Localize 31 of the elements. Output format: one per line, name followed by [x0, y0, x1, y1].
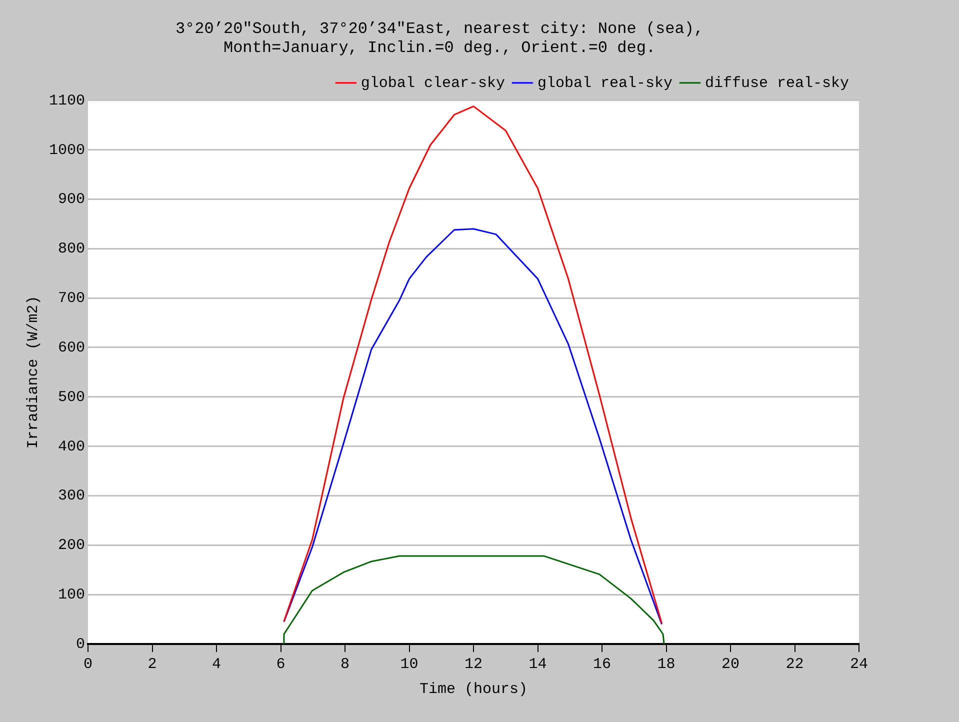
- y-tick-label: 500: [58, 388, 86, 406]
- x-tick-label: 18: [657, 656, 676, 673]
- y-tick-label: 1100: [48, 92, 86, 110]
- text: 3°20’20"South, 37°20’34"East, nearest city: None (sea),: [175, 20, 704, 38]
- legend-label: global real-sky: [537, 74, 672, 92]
- x-tick-label: 14: [528, 656, 547, 673]
- x-tick-label: 24: [850, 656, 868, 673]
- legend-label: global clear-sky: [360, 74, 505, 92]
- x-tick-label: 22: [786, 656, 804, 673]
- x-tick-label: 8: [340, 656, 350, 673]
- x-tick-label: 12: [464, 656, 483, 673]
- y-tick-label: 1000: [48, 142, 86, 159]
- x-axis-title: Time (hours): [419, 680, 528, 698]
- y-tick-label: 100: [58, 586, 86, 604]
- y-tick-label: 300: [58, 488, 86, 505]
- x-tick-label: 10: [400, 656, 418, 673]
- y-tick-label: 800: [58, 240, 86, 258]
- x-tick-label: 16: [592, 656, 612, 673]
- x-tick-label: 6: [276, 656, 286, 673]
- x-tick-label: 4: [212, 656, 222, 673]
- y-axis-title: Irradiance (W/m2): [24, 296, 42, 449]
- y-tick-label: 600: [58, 339, 86, 356]
- y-tick-label: 0: [76, 636, 86, 653]
- legend-label: diffuse real-sky: [704, 74, 850, 92]
- x-tick-label: 2: [148, 656, 157, 673]
- x-tick-label: 20: [721, 656, 740, 673]
- y-tick-label: 400: [58, 438, 86, 456]
- y-tick-label: 200: [58, 537, 86, 554]
- y-tick-label: 900: [58, 191, 86, 208]
- text: Month=January, Inclin.=0 deg., Orient.=0 deg.: [223, 39, 656, 58]
- y-tick-label: 700: [58, 290, 86, 308]
